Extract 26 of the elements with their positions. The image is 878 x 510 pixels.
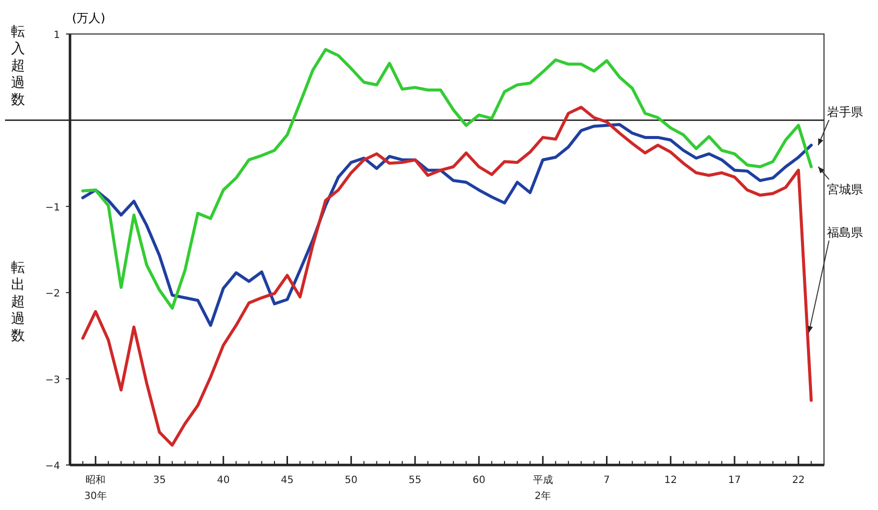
text: 転出超過数 <box>11 260 25 344</box>
x-tick-label: 平成 2年 <box>532 474 553 502</box>
x-tick-label: 7 <box>604 475 610 486</box>
x-tick-label: 22 <box>792 475 805 486</box>
x-tick-label: 12 <box>664 475 678 486</box>
line-series <box>81 106 813 447</box>
y-tick-label: −4 <box>45 461 60 472</box>
x-tick-label: 55 <box>408 475 422 486</box>
x-tick-label: 昭和 30年 <box>84 474 107 502</box>
x-tick-label: 50 <box>344 475 358 486</box>
x-tick-label: 17 <box>728 475 741 486</box>
y-tick-label: 1 <box>54 30 60 41</box>
y-axis-title: (万人) <box>72 11 106 25</box>
line-series <box>81 48 813 310</box>
text: 岩手県 <box>827 104 863 119</box>
line-series <box>81 123 813 327</box>
x-tick-label: 60 <box>472 475 486 486</box>
y-tick-label: −1 <box>45 202 60 214</box>
text: 福島県 <box>827 226 863 240</box>
text: 転入超過数 <box>11 24 25 108</box>
x-tick-label: 40 <box>216 475 230 486</box>
y-tick-label: −2 <box>45 288 60 300</box>
x-tick-label: 45 <box>280 475 294 486</box>
series-label: 宮城県 <box>827 182 863 196</box>
x-tick-label: 35 <box>153 475 166 486</box>
y-tick-label: −3 <box>45 374 60 386</box>
